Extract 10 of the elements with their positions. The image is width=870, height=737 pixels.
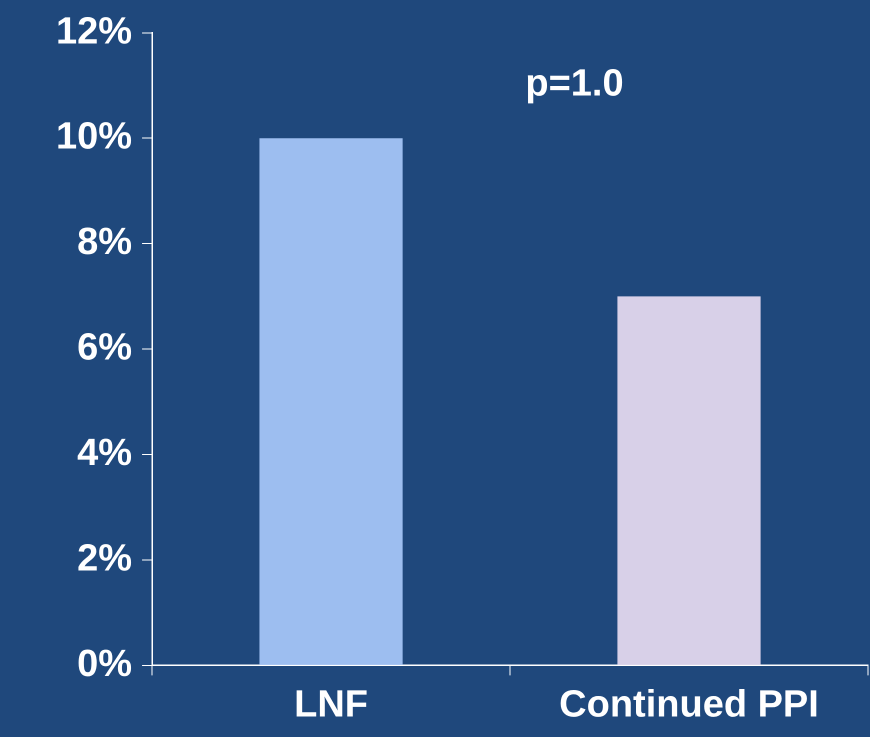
y-tick-label: 2% bbox=[77, 537, 132, 580]
y-tick-label: 10% bbox=[56, 116, 132, 158]
x-tick-label: LNF bbox=[294, 684, 368, 726]
x-tick-label: Continued PPI bbox=[559, 684, 819, 726]
y-tick-label: 4% bbox=[77, 432, 132, 474]
annotation: p=1.0 bbox=[525, 62, 624, 104]
y-tick-label: 0% bbox=[77, 642, 132, 685]
y-tick-label: 12% bbox=[56, 10, 132, 52]
y-tick-label: 8% bbox=[77, 221, 132, 264]
y-tick-label: 6% bbox=[77, 326, 132, 369]
